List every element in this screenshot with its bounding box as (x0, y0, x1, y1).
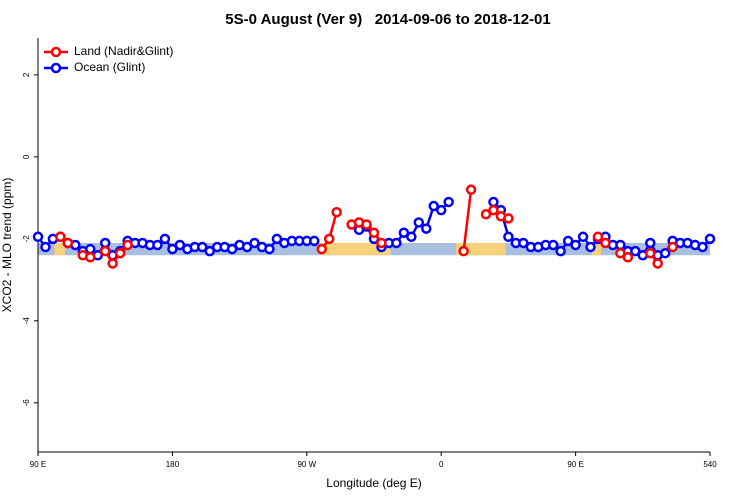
point (555, 245, 566, 257)
point (107, 258, 118, 269)
point (503, 213, 514, 224)
point (152, 239, 163, 251)
legend-marker (50, 62, 62, 74)
point (652, 258, 663, 269)
point (204, 245, 215, 257)
x-tick-label: 90 E (567, 460, 583, 469)
point (630, 245, 641, 257)
point (316, 243, 327, 255)
point (167, 243, 178, 255)
y-tick-label: 0 (22, 154, 31, 159)
point (398, 227, 410, 238)
point (368, 227, 380, 238)
point (122, 239, 133, 251)
point (55, 231, 66, 243)
x-tick-label: 0 (439, 460, 444, 469)
point (704, 233, 716, 245)
point (585, 241, 596, 253)
point (570, 239, 581, 251)
point (465, 184, 477, 195)
point (562, 235, 574, 247)
point (645, 247, 656, 259)
point (174, 239, 186, 251)
point (159, 233, 171, 245)
point (488, 196, 499, 208)
x-axis-label: Longitude (deg E) (326, 476, 421, 490)
point (309, 235, 320, 247)
chart-title: 5S-0 August (Ver 9) 2014-09-06 to 2018-1… (225, 11, 550, 28)
point (488, 204, 499, 216)
point (435, 204, 447, 216)
point (85, 252, 96, 263)
point (413, 217, 425, 228)
point (331, 206, 342, 218)
point (697, 241, 708, 253)
point (391, 237, 402, 249)
band (592, 242, 601, 256)
point (264, 243, 275, 255)
point (615, 239, 626, 251)
point (592, 231, 604, 243)
point (622, 252, 634, 263)
x-tick-label: 180 (166, 460, 180, 469)
point (600, 237, 611, 249)
point (503, 231, 514, 243)
point (421, 223, 432, 234)
point (197, 241, 208, 253)
point (659, 247, 671, 259)
y-tick-label: -2 (22, 235, 31, 243)
y-tick-label: 2 (22, 72, 31, 77)
point (85, 243, 96, 255)
x-tick-label: 90 E (30, 460, 46, 469)
point (615, 247, 626, 259)
point (458, 245, 469, 257)
point (99, 237, 111, 249)
point (361, 219, 372, 230)
point (249, 237, 260, 249)
point (99, 245, 111, 257)
point (32, 231, 44, 243)
x-tick-label: 90 W (297, 460, 316, 469)
point (667, 241, 678, 253)
point (645, 237, 656, 249)
point (443, 196, 454, 208)
legend-marker (50, 46, 62, 58)
band (54, 242, 65, 256)
point (241, 241, 253, 253)
point (226, 243, 238, 255)
y-tick-label: -4 (22, 317, 31, 325)
point (40, 241, 51, 253)
point (376, 237, 387, 249)
point (323, 233, 335, 245)
point (62, 237, 74, 249)
point (547, 239, 559, 251)
y-tick-label: -6 (22, 399, 31, 407)
legend-label: Land (Nadir&Glint) (74, 44, 173, 58)
band (321, 242, 391, 256)
legend-label: Ocean (Glint) (74, 60, 145, 74)
point (114, 247, 126, 259)
point (480, 209, 492, 220)
point (577, 231, 589, 243)
point (428, 200, 439, 212)
point (271, 233, 283, 245)
point (518, 237, 529, 249)
x-tick-label: 540 (703, 460, 717, 469)
y-axis-label: XCO2 - MLO trend (ppm) (0, 178, 14, 313)
point (406, 231, 417, 243)
